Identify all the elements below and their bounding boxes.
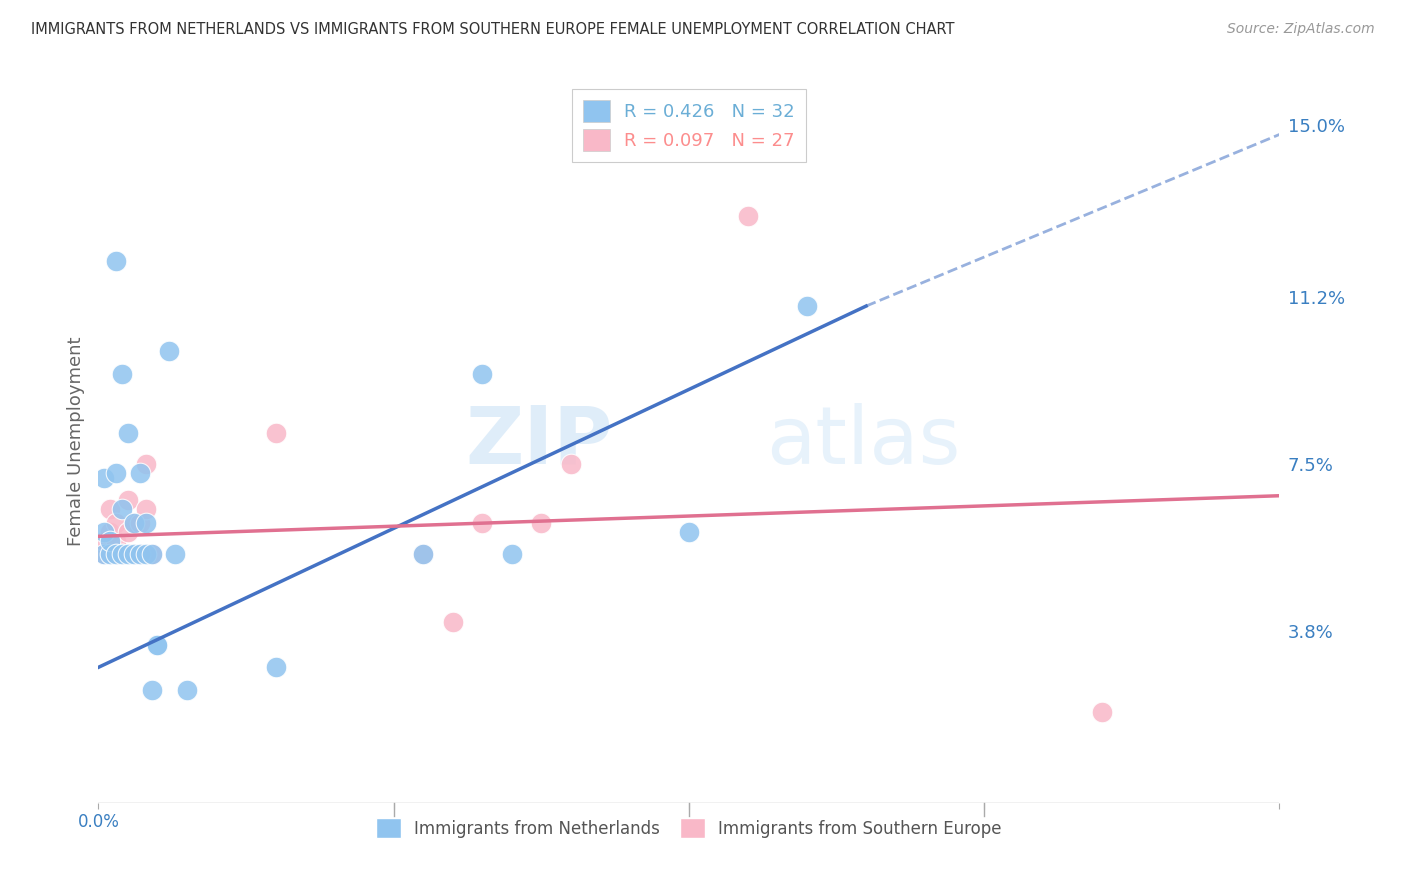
Point <box>678 524 700 539</box>
Point <box>105 533 128 548</box>
Point <box>93 471 115 485</box>
Point <box>128 466 150 480</box>
Point <box>122 516 145 530</box>
Point <box>98 548 121 562</box>
Point <box>105 516 128 530</box>
Point <box>264 660 287 674</box>
Point <box>111 367 134 381</box>
Point <box>122 516 145 530</box>
Point <box>1091 706 1114 720</box>
Point <box>98 524 121 539</box>
Point <box>105 548 128 562</box>
Point <box>135 457 157 471</box>
Text: IMMIGRANTS FROM NETHERLANDS VS IMMIGRANTS FROM SOUTHERN EUROPE FEMALE UNEMPLOYME: IMMIGRANTS FROM NETHERLANDS VS IMMIGRANT… <box>31 22 955 37</box>
Text: ZIP: ZIP <box>465 402 612 481</box>
Point <box>117 548 139 562</box>
Point <box>105 548 128 562</box>
Point <box>141 682 163 697</box>
Point <box>98 533 121 548</box>
Point <box>93 548 115 562</box>
Point <box>157 344 180 359</box>
Text: atlas: atlas <box>766 402 960 481</box>
Point <box>441 615 464 630</box>
Point <box>146 638 169 652</box>
Point <box>165 548 187 562</box>
Point <box>501 548 523 562</box>
Point <box>122 548 145 562</box>
Point <box>117 524 139 539</box>
Point <box>176 682 198 697</box>
Point <box>412 548 434 562</box>
Point <box>111 502 134 516</box>
Point <box>141 548 163 562</box>
Text: 0.0%: 0.0% <box>77 813 120 831</box>
Point <box>128 516 150 530</box>
Point <box>737 209 759 223</box>
Point <box>105 548 128 562</box>
Point <box>122 548 145 562</box>
Point <box>412 548 434 562</box>
Point <box>796 299 818 313</box>
Point <box>128 548 150 562</box>
Legend: Immigrants from Netherlands, Immigrants from Southern Europe: Immigrants from Netherlands, Immigrants … <box>370 812 1008 845</box>
Point <box>146 638 169 652</box>
Point <box>105 253 128 268</box>
Point <box>135 502 157 516</box>
Point <box>560 457 582 471</box>
Point <box>117 425 139 440</box>
Point <box>264 425 287 440</box>
Point <box>135 516 157 530</box>
Point <box>117 493 139 508</box>
Point <box>471 367 494 381</box>
Point <box>93 533 115 548</box>
Point <box>93 524 115 539</box>
Point <box>93 548 115 562</box>
Point <box>135 548 157 562</box>
Point <box>98 502 121 516</box>
Point <box>530 516 553 530</box>
Point <box>128 548 150 562</box>
Point <box>141 548 163 562</box>
Point <box>105 466 128 480</box>
Text: Source: ZipAtlas.com: Source: ZipAtlas.com <box>1227 22 1375 37</box>
Y-axis label: Female Unemployment: Female Unemployment <box>66 337 84 546</box>
Point <box>98 548 121 562</box>
Point <box>111 548 134 562</box>
Point <box>471 516 494 530</box>
Point <box>111 548 134 562</box>
